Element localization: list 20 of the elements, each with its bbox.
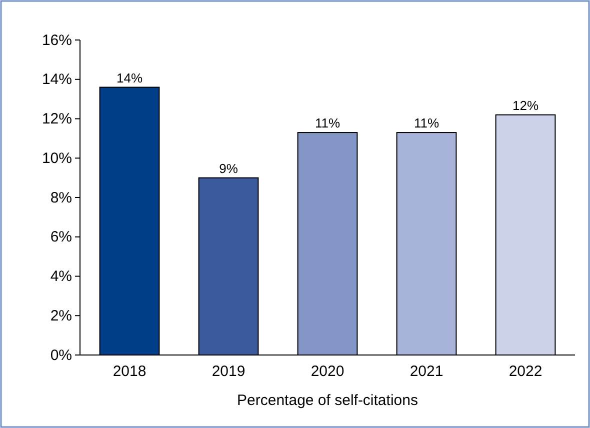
y-tick-label: 12% <box>42 110 72 128</box>
x-tick-label: 2018 <box>112 363 146 380</box>
y-tick-label: 8% <box>50 189 72 206</box>
y-tick-label: 6% <box>50 228 72 246</box>
data-label: 11% <box>314 116 340 131</box>
x-tick-label: 2021 <box>410 363 444 380</box>
y-tick-label: 10% <box>42 150 72 167</box>
x-tick-label: 2019 <box>212 363 246 380</box>
data-label: 9% <box>219 160 238 176</box>
data-label: 11% <box>414 116 440 131</box>
x-axis-title: Percentage of self-citations <box>237 392 418 409</box>
y-tick-label: 14% <box>42 71 72 88</box>
x-tick-label: 2020 <box>310 363 344 380</box>
x-tick-label: 2022 <box>508 363 542 380</box>
data-label: 12% <box>512 98 539 113</box>
y-tick-label: 4% <box>50 268 72 286</box>
y-tick-label: 2% <box>50 307 72 324</box>
y-tick-label: 0% <box>50 346 72 364</box>
y-tick-label: 16% <box>42 32 72 49</box>
data-label: 14% <box>116 70 143 86</box>
